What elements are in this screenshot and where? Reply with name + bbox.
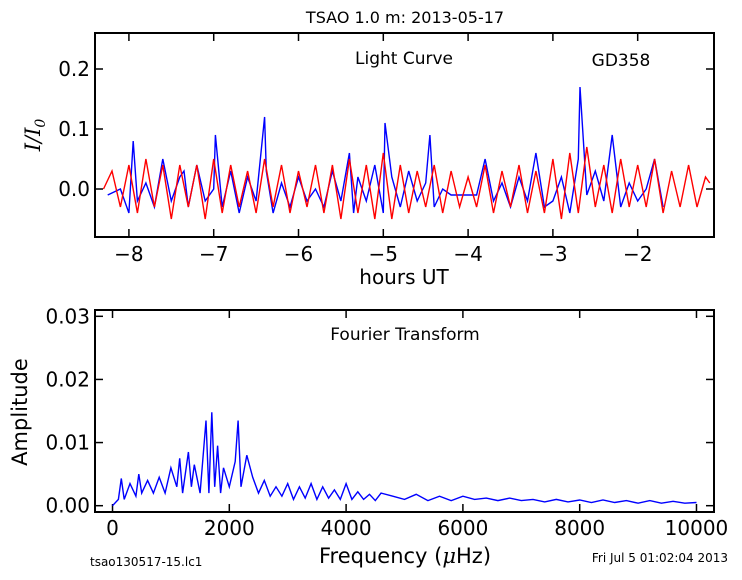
fourier-title: Fourier Transform bbox=[330, 325, 479, 345]
x-tick-label: 6000 bbox=[437, 516, 488, 540]
light-curve-frame bbox=[94, 32, 715, 238]
figure-title: TSAO 1.0 m: 2013-05-17 bbox=[305, 8, 504, 27]
y-tick-label: 0.0 bbox=[58, 177, 90, 201]
y-tick-label: 0.2 bbox=[58, 57, 90, 81]
x-tick-label: 2000 bbox=[204, 516, 255, 540]
footer-filename: tsao130517-15.lc1 bbox=[90, 555, 202, 569]
x-tick-label: 0 bbox=[106, 516, 119, 540]
series-line-0 bbox=[111, 412, 697, 507]
y-tick-label: 0.02 bbox=[45, 367, 90, 391]
x-tick-label: −4 bbox=[453, 242, 482, 266]
y-tick-label: 0.1 bbox=[58, 117, 90, 141]
light-curve-xlabel: hours UT bbox=[359, 265, 449, 289]
x-tick-label: 8000 bbox=[554, 516, 605, 540]
light-curve-ylabel: I/I0 bbox=[21, 119, 49, 153]
y-tick-label: 0.01 bbox=[45, 431, 90, 455]
y-tick-label: 0.03 bbox=[45, 304, 90, 328]
x-tick-label: 10000 bbox=[665, 516, 729, 540]
light-curve-ticks: −8 −7 −6 −5 −4 −3 −2 0.0 0.1 0.2 bbox=[58, 33, 714, 266]
x-tick-label: −7 bbox=[199, 242, 228, 266]
star-name-label: GD358 bbox=[592, 51, 651, 71]
x-tick-label: 4000 bbox=[321, 516, 372, 540]
x-tick-label: −6 bbox=[284, 242, 313, 266]
y-tick-label: 0.00 bbox=[45, 494, 90, 518]
light-curve-panel: Light Curve GD358 hours UT I/I0 −8 −7 −6 −5… bbox=[21, 32, 715, 289]
light-curve-title: Light Curve bbox=[355, 49, 453, 69]
x-tick-label: −5 bbox=[369, 242, 398, 266]
fourier-ylabel: Amplitude bbox=[8, 358, 32, 466]
fourier-series bbox=[111, 412, 697, 507]
x-tick-label: −8 bbox=[114, 242, 143, 266]
light-curve-series bbox=[102, 86, 711, 220]
fourier-ticks: 0 2000 4000 6000 8000 10000 0.00 0.01 0.02 0.03 bbox=[45, 304, 728, 540]
fourier-frame bbox=[94, 309, 715, 513]
fourier-panel: Fourier Transform Frequency (μHz) Amplit… bbox=[8, 304, 728, 568]
footer-timestamp: Fri Jul 5 01:02:04 2013 bbox=[592, 551, 728, 565]
x-tick-label: −2 bbox=[623, 242, 652, 266]
fourier-xlabel: Frequency (μHz) bbox=[319, 544, 491, 568]
x-tick-label: −3 bbox=[538, 242, 567, 266]
series-line-1 bbox=[102, 146, 711, 220]
